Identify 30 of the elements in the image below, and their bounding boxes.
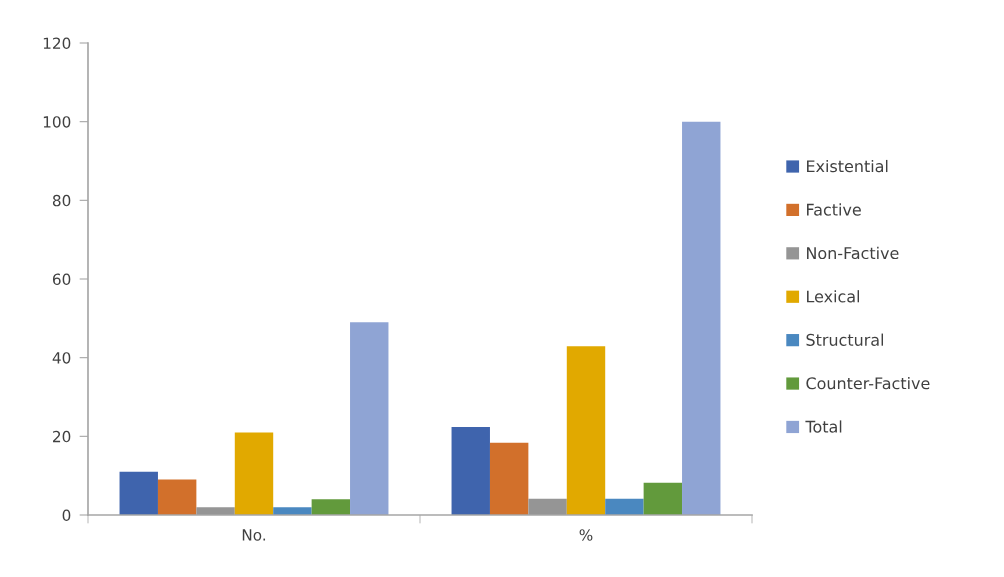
bar <box>528 498 567 515</box>
legend-label: Counter-Factive <box>806 376 930 390</box>
y-tick-label: 100 <box>43 116 71 128</box>
legend-label: Existential <box>807 159 888 173</box>
bar <box>605 498 644 515</box>
y-tick-label: 80 <box>52 194 71 207</box>
y-tick-label: 20 <box>53 430 71 443</box>
legend-label: Structural <box>806 333 884 346</box>
bar <box>234 432 274 515</box>
bar <box>157 479 197 515</box>
x-tick-label: No. <box>242 529 266 541</box>
bar <box>643 482 683 515</box>
x-tick-label: % <box>579 529 593 541</box>
legend-label: Factive <box>807 203 861 216</box>
legend-label: Non-Factive <box>807 246 899 260</box>
legend-label: Total <box>805 420 842 433</box>
bar <box>489 442 529 515</box>
bar <box>682 121 721 515</box>
bar <box>566 346 606 515</box>
bar <box>273 507 312 515</box>
bar <box>196 507 235 515</box>
y-tick-label: 40 <box>52 352 71 364</box>
bar <box>451 426 490 515</box>
bar <box>311 499 351 515</box>
bar <box>350 322 389 515</box>
legend-label: Lexical <box>807 290 860 303</box>
bar <box>119 471 158 515</box>
y-tick-label: 120 <box>43 37 71 50</box>
y-tick-label: 60 <box>52 273 71 286</box>
y-tick-label: 0 <box>62 509 71 522</box>
